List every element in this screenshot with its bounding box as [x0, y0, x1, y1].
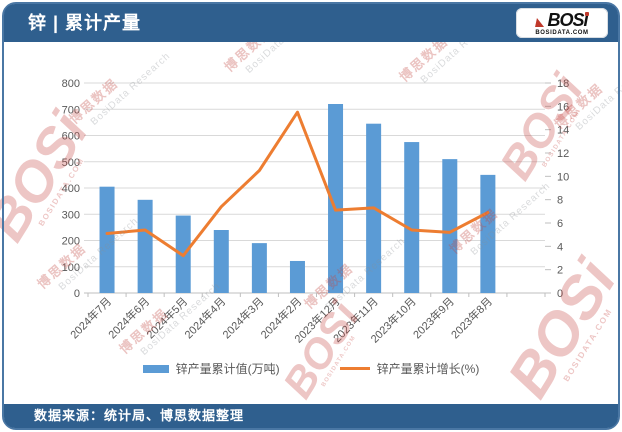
- legend-item-line-series: 锌产量累计增长(%): [339, 360, 480, 377]
- y-axis-left-tick-label: 100: [62, 262, 80, 274]
- y-axis-left-tick-label: 0: [74, 288, 80, 300]
- y-axis-right-tick-label: 16: [557, 101, 569, 113]
- brand-dot-icon: [584, 11, 589, 16]
- y-axis-right-tick-label: 4: [557, 241, 563, 253]
- brand-logo-text: BOSi: [547, 9, 589, 30]
- brand-logo-row: BOSi: [535, 9, 589, 30]
- y-axis-right-tick-label: 8: [557, 195, 563, 207]
- bar-2024年4月: [213, 230, 229, 293]
- header-bar: 锌 | 累计产量 BOSi BOSIDATA.COM: [4, 4, 618, 42]
- brand-logo: BOSi BOSIDATA.COM: [516, 8, 608, 38]
- legend-item-bar-series: 锌产量累计值(万吨): [142, 360, 280, 377]
- chart-legend: 锌产量累计值(万吨) 锌产量累计增长(%): [0, 360, 622, 377]
- y-axis-left-tick-label: 700: [62, 104, 80, 116]
- page-title: 锌 | 累计产量: [28, 13, 142, 33]
- bar-2023年8月: [480, 174, 496, 293]
- y-axis-right-tick-label: 6: [557, 218, 563, 230]
- y-axis-right-tick-label: 10: [557, 171, 569, 183]
- footer-bar: 数据来源：统计局、博思数据整理: [4, 404, 618, 428]
- bar-2024年6月: [137, 199, 153, 293]
- y-axis-right-tick-label: 0: [557, 288, 563, 300]
- bar-2023年12月: [328, 104, 344, 293]
- y-axis-right-tick-label: 18: [557, 78, 569, 90]
- y-axis-left-tick-label: 600: [62, 131, 80, 143]
- y-axis-left-tick-label: 800: [62, 78, 80, 90]
- bar-2024年7月: [99, 186, 115, 293]
- bar-2024年2月: [289, 260, 305, 293]
- legend-bar-label: 锌产量累计值(万吨): [175, 362, 280, 376]
- y-axis-left-tick-label: 300: [62, 209, 80, 221]
- brand-logo-subtext: BOSIDATA.COM: [535, 29, 589, 36]
- y-axis-right-tick-label: 2: [557, 265, 563, 277]
- y-axis-left-tick-label: 400: [62, 183, 80, 195]
- y-axis-left-tick-label: 500: [62, 157, 80, 169]
- bar-2023年9月: [442, 159, 458, 293]
- x-axis-tick-label: 2023年8月: [448, 294, 495, 341]
- y-axis-right-tick-label: 14: [557, 125, 569, 137]
- brand-triangle-icon: [535, 17, 547, 27]
- bar-2024年3月: [251, 243, 267, 293]
- legend-line-swatch: [339, 367, 370, 370]
- legend-line-label: 锌产量累计增长(%): [376, 362, 480, 376]
- source-text: 数据来源：统计局、博思数据整理: [34, 408, 245, 423]
- trend-line: [105, 110, 490, 258]
- bar-2023年10月: [404, 142, 420, 293]
- y-axis-left-tick-label: 200: [62, 236, 80, 248]
- legend-bar-swatch: [142, 364, 169, 373]
- y-axis-right-tick-label: 12: [557, 148, 569, 160]
